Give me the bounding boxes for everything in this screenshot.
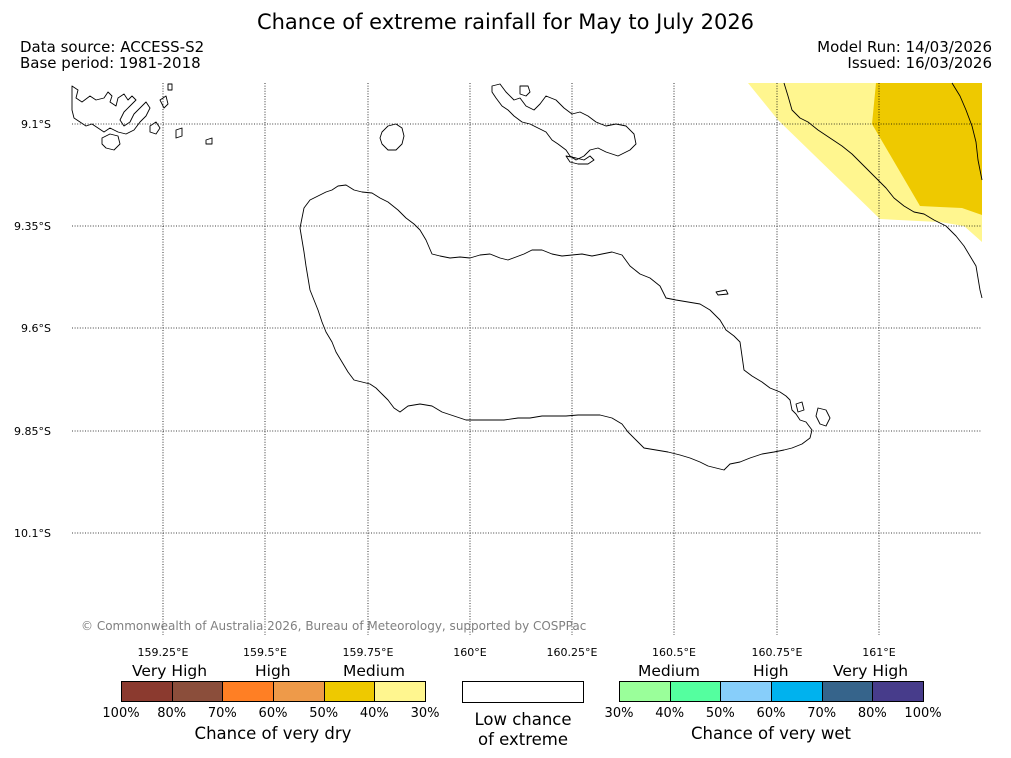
- lat-label: 9.6°S: [21, 322, 51, 335]
- wet-swatch: [872, 681, 924, 702]
- dry-category-very-high: Very High: [132, 662, 208, 680]
- lon-label: 159.75°E: [343, 646, 394, 659]
- wet-legend-label: Chance of very wet: [691, 724, 851, 743]
- copyright-notice: © Commonwealth of Australia 2026, Bureau…: [81, 619, 587, 633]
- dry-swatch: [171, 681, 224, 702]
- coastlines: [71, 82, 983, 471]
- dry-tick-label: 100%: [102, 706, 140, 721]
- island-russell-b: [101, 133, 121, 151]
- meta-right: Model Run: 14/03/2026 Issued: 16/03/2026: [817, 39, 992, 71]
- dry-swatch: [273, 681, 325, 702]
- islet-east-a: [815, 407, 831, 427]
- island-guadalcanal: [299, 184, 813, 471]
- lon-label: 160°E: [453, 646, 486, 659]
- dry-swatch: [121, 681, 173, 702]
- low-chance-label: Low chance of extreme: [452, 710, 594, 750]
- lon-label: 160.25°E: [547, 646, 598, 659]
- wet-category-very-high: Very High: [833, 662, 909, 680]
- lon-label: 160.75°E: [752, 646, 803, 659]
- lat-label: 9.35°S: [14, 220, 51, 233]
- lon-label: 159.25°E: [138, 646, 189, 659]
- island-russell-c: [149, 121, 161, 135]
- dry-tick-label: 40%: [359, 706, 389, 721]
- lon-label: 159.5°E: [243, 646, 287, 659]
- lon-labels: 159.25°E 159.5°E 159.75°E 160°E 160.25°E…: [138, 646, 896, 659]
- wet-swatch: [821, 681, 874, 702]
- dry-category-high: High: [255, 662, 291, 680]
- wet-tick-label: 100%: [904, 706, 942, 721]
- graticule: [72, 83, 982, 635]
- dry-tick-label: 70%: [207, 706, 237, 721]
- wet-swatch: [619, 681, 671, 702]
- dry-tick-label: 50%: [309, 706, 339, 721]
- wet-tick-label: 40%: [655, 706, 685, 721]
- map-panel: 9.1°S 9.35°S 9.6°S 9.85°S 10.1°S 159.25°…: [14, 82, 983, 659]
- dry-tick-label: 30%: [410, 706, 440, 721]
- island-florida-a: [491, 83, 637, 161]
- island-florida-b: [519, 85, 531, 97]
- meta-left: Data source: ACCESS-S2 Base period: 1981…: [20, 39, 204, 71]
- lat-labels: 9.1°S 9.35°S 9.6°S 9.85°S 10.1°S: [14, 118, 51, 540]
- island-savo: [379, 123, 405, 151]
- wet-category-medium: Medium: [638, 662, 700, 680]
- island-malaita-east: [951, 82, 983, 181]
- map-title: Chance of extreme rainfall for May to Ju…: [256, 10, 755, 34]
- wet-category-high: High: [753, 662, 789, 680]
- wet-tick-label: 70%: [807, 706, 837, 721]
- wet-swatch: [669, 681, 722, 702]
- low-chance-line1: Low chance: [474, 710, 572, 729]
- base-period: Base period: 1981-2018: [20, 54, 201, 72]
- islet-east-c: [715, 289, 729, 296]
- wet-tick-label: 80%: [857, 706, 887, 721]
- wet-tick-label: 50%: [705, 706, 735, 721]
- lat-label: 9.1°S: [21, 118, 51, 131]
- dry-swatch: [222, 681, 274, 702]
- data-source: Data source: ACCESS-S2: [20, 38, 205, 56]
- wet-tick-label: 60%: [756, 706, 786, 721]
- issued-date: Issued: 16/03/2026: [847, 54, 992, 72]
- islet-east-b: [795, 401, 805, 413]
- overlay-dark: [872, 83, 982, 215]
- wet-swatch: [771, 681, 823, 702]
- island-russell-g: [167, 83, 173, 91]
- island-russell-f: [205, 137, 213, 145]
- low-chance-swatch: [462, 681, 584, 703]
- rainfall-overlay: [748, 83, 982, 242]
- island-florida-c: [565, 155, 595, 165]
- dry-legend-label: Chance of very dry: [194, 724, 352, 743]
- lon-label: 160.5°E: [652, 646, 696, 659]
- wet-tick-label: 30%: [604, 706, 634, 721]
- dry-tick-label: 60%: [258, 706, 288, 721]
- island-russell-a: [71, 85, 151, 135]
- island-malaita: [783, 82, 983, 299]
- wet-swatch: [720, 681, 772, 702]
- lat-label: 10.1°S: [14, 527, 51, 540]
- model-run: Model Run: 14/03/2026: [817, 38, 992, 56]
- lat-label: 9.85°S: [14, 425, 51, 438]
- dry-tick-label: 80%: [157, 706, 187, 721]
- low-chance-line2: of extreme: [477, 730, 569, 749]
- island-russell-e: [175, 127, 183, 139]
- island-russell-d: [159, 95, 169, 109]
- dry-swatch: [374, 681, 426, 702]
- dry-swatch: [323, 681, 376, 702]
- lon-label: 161°E: [862, 646, 895, 659]
- dry-category-medium: Medium: [343, 662, 405, 680]
